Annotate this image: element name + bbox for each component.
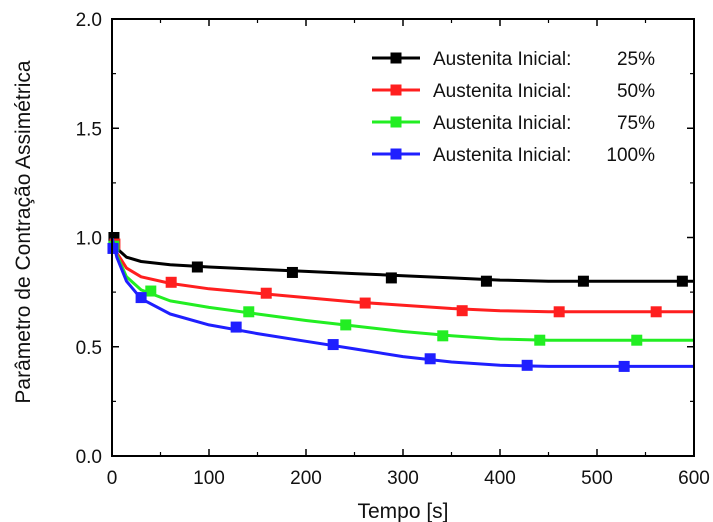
- series-marker: [437, 330, 449, 342]
- legend-marker: [390, 148, 402, 160]
- series-marker: [650, 306, 662, 318]
- series-marker: [385, 272, 397, 284]
- legend-value: 25%: [617, 49, 655, 70]
- legend-value: 75%: [617, 113, 655, 134]
- series-marker: [424, 353, 436, 365]
- series-line-100%: [110, 237, 694, 368]
- legend-label: Austenita Inicial:: [433, 49, 571, 70]
- series-marker: [327, 339, 339, 351]
- x-tick-label: 300: [387, 468, 419, 489]
- series-line-25%: [110, 236, 694, 283]
- series-marker: [260, 287, 272, 299]
- legend-label: Austenita Inicial:: [433, 113, 571, 134]
- series-marker: [480, 275, 492, 287]
- y-tick-label: 1.5: [76, 119, 102, 140]
- series-marker: [577, 275, 589, 287]
- legend-label: Austenita Inicial:: [433, 81, 571, 102]
- series-marker: [553, 306, 565, 318]
- y-tick-label: 1.0: [76, 229, 102, 250]
- series-marker: [631, 334, 643, 346]
- series-line-75%: [110, 237, 694, 342]
- series-marker: [618, 360, 630, 372]
- x-tick-label: 600: [678, 468, 710, 489]
- legend-marker: [390, 84, 402, 96]
- series-marker: [191, 261, 203, 273]
- ticks-layer: 0 100 200 300 400 500 600 0.0 0.5 1.0 1.5 2.0: [76, 10, 710, 489]
- legend-value: 100%: [606, 145, 655, 166]
- y-tick-label: 0.0: [76, 447, 102, 468]
- x-tick-label: 400: [484, 468, 516, 489]
- series-marker: [340, 319, 352, 331]
- x-axis-label: Tempo [s]: [357, 500, 448, 522]
- x-tick-label: 100: [193, 468, 225, 489]
- legend-label: Austenita Inicial:: [433, 145, 571, 166]
- series-marker: [230, 321, 242, 333]
- x-tick-label: 500: [581, 468, 613, 489]
- series-marker: [456, 305, 468, 317]
- series-marker: [145, 285, 157, 297]
- series-layer: [107, 232, 694, 372]
- series-marker: [243, 306, 255, 318]
- plot-frame: [111, 18, 695, 457]
- series-marker: [135, 292, 147, 304]
- series-marker: [165, 276, 177, 288]
- legend-marker: [390, 116, 402, 128]
- legend-item: Austenita Inicial: 25%: [372, 49, 655, 70]
- y-tick-label: 2.0: [76, 10, 102, 31]
- legend-item: Austenita Inicial: 50%: [372, 81, 655, 102]
- legend-marker: [390, 52, 402, 64]
- legend-value: 50%: [617, 81, 655, 102]
- x-tick-label: 200: [290, 468, 322, 489]
- y-axis-label: Parâmetro de Contração Assimétrica: [12, 60, 35, 403]
- series-marker: [359, 297, 371, 309]
- y-tick-label: 0.5: [76, 338, 102, 359]
- series-marker: [286, 266, 298, 278]
- legend-item: Austenita Inicial: 75%: [372, 113, 655, 134]
- legend: Austenita Inicial: 25% Austenita Inicial: 5…: [372, 49, 655, 166]
- x-tick-label: 0: [107, 468, 118, 489]
- series-marker: [521, 359, 533, 371]
- series-marker: [676, 275, 688, 287]
- legend-item: Austenita Inicial: 100%: [372, 145, 655, 166]
- series-line-50%: [110, 237, 694, 314]
- series-marker: [534, 334, 546, 346]
